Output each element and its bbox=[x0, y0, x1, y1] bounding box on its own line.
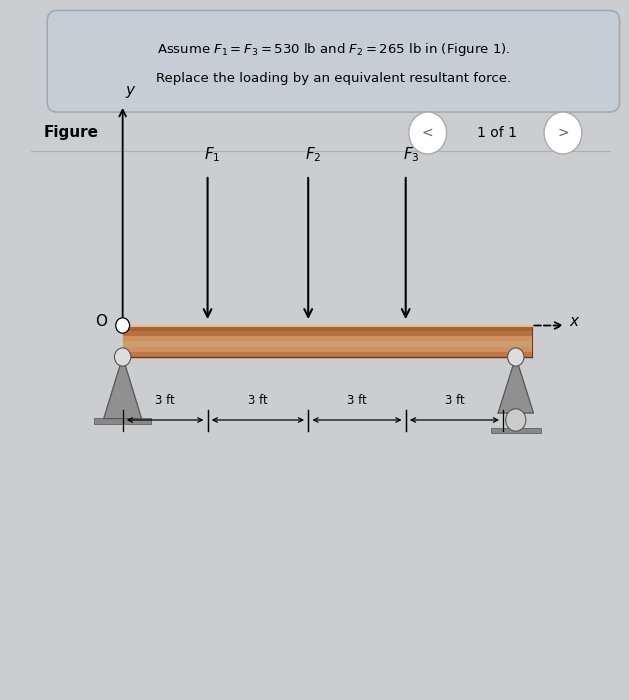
Bar bbox=[94, 418, 151, 424]
Bar bbox=[123, 336, 532, 342]
Text: Replace the loading by an equivalent resultant force.: Replace the loading by an equivalent res… bbox=[156, 73, 511, 85]
Bar bbox=[123, 351, 532, 357]
Text: Figure: Figure bbox=[44, 125, 99, 141]
Text: y: y bbox=[126, 83, 135, 99]
Bar bbox=[123, 346, 532, 351]
Circle shape bbox=[114, 348, 131, 366]
Text: 3 ft: 3 ft bbox=[248, 394, 268, 407]
Text: $F_1$: $F_1$ bbox=[204, 146, 221, 164]
Bar bbox=[123, 342, 532, 346]
Circle shape bbox=[506, 409, 526, 431]
Polygon shape bbox=[104, 357, 142, 419]
Circle shape bbox=[508, 348, 524, 366]
Text: 3 ft: 3 ft bbox=[445, 394, 464, 407]
Text: 3 ft: 3 ft bbox=[347, 394, 367, 407]
Text: x: x bbox=[569, 314, 578, 330]
Text: $F_3$: $F_3$ bbox=[403, 146, 419, 164]
Text: <: < bbox=[422, 126, 433, 140]
Text: >: > bbox=[557, 126, 569, 140]
Circle shape bbox=[409, 112, 447, 154]
Text: 3 ft: 3 ft bbox=[155, 394, 175, 407]
Text: Assume $F_1 = F_3 = 530$ lb and $F_2 = 265$ lb in (Figure 1).: Assume $F_1 = F_3 = 530$ lb and $F_2 = 2… bbox=[157, 41, 510, 57]
Circle shape bbox=[544, 112, 582, 154]
Bar bbox=[123, 330, 532, 336]
Text: 1 of 1: 1 of 1 bbox=[477, 126, 517, 140]
Bar bbox=[491, 428, 541, 433]
Text: $F_2$: $F_2$ bbox=[305, 146, 321, 164]
Circle shape bbox=[116, 318, 130, 333]
Bar bbox=[123, 326, 532, 330]
Polygon shape bbox=[498, 357, 533, 413]
Bar bbox=[123, 326, 532, 357]
FancyBboxPatch shape bbox=[47, 10, 620, 112]
Text: O: O bbox=[95, 314, 107, 330]
